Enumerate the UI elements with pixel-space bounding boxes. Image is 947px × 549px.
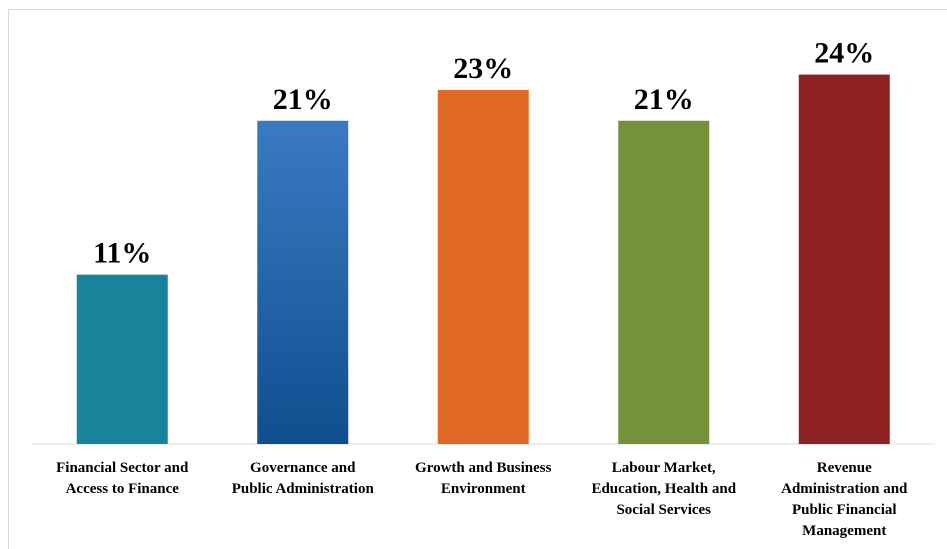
category-label-4: Labour Market, Education, Health and Socia… — [591, 460, 736, 518]
category-label-3: Growth and Business Environment — [415, 460, 552, 497]
bar-5 — [798, 74, 890, 445]
category-label-line: Social Services — [616, 502, 711, 518]
value-label-3: 23% — [453, 52, 513, 85]
category-label-line: Public Administration — [232, 481, 375, 497]
bar-1 — [76, 274, 168, 444]
category-label-line: Management — [802, 523, 886, 539]
chart-frame — [8, 9, 947, 549]
bar-3 — [437, 89, 529, 444]
value-label-5: 24% — [814, 37, 874, 70]
category-label-1: Financial Sector and Access to Finance — [56, 460, 189, 497]
category-label-line: Financial Sector and — [56, 460, 189, 476]
value-label-1: 11% — [93, 237, 151, 270]
category-label-5: Revenue Administration and Public Financia… — [781, 460, 908, 539]
category-label-line: Education, Health and — [591, 481, 736, 497]
category-label-line: Public Financial — [792, 502, 897, 518]
value-label-4: 21% — [634, 83, 694, 116]
bar-2 — [257, 120, 349, 444]
category-label-line: Growth and Business — [415, 460, 552, 476]
category-label-line: Access to Finance — [66, 481, 180, 497]
category-label-line: Revenue — [817, 460, 872, 476]
category-label-line: Labour Market, — [612, 460, 716, 476]
category-label-line: Administration and — [781, 481, 908, 497]
value-label-2: 21% — [273, 83, 333, 116]
category-label-line: Environment — [441, 481, 526, 497]
category-label-line: Governance and — [250, 460, 356, 476]
bar-4 — [618, 120, 710, 444]
category-label-2: Governance and Public Administration — [232, 460, 375, 497]
